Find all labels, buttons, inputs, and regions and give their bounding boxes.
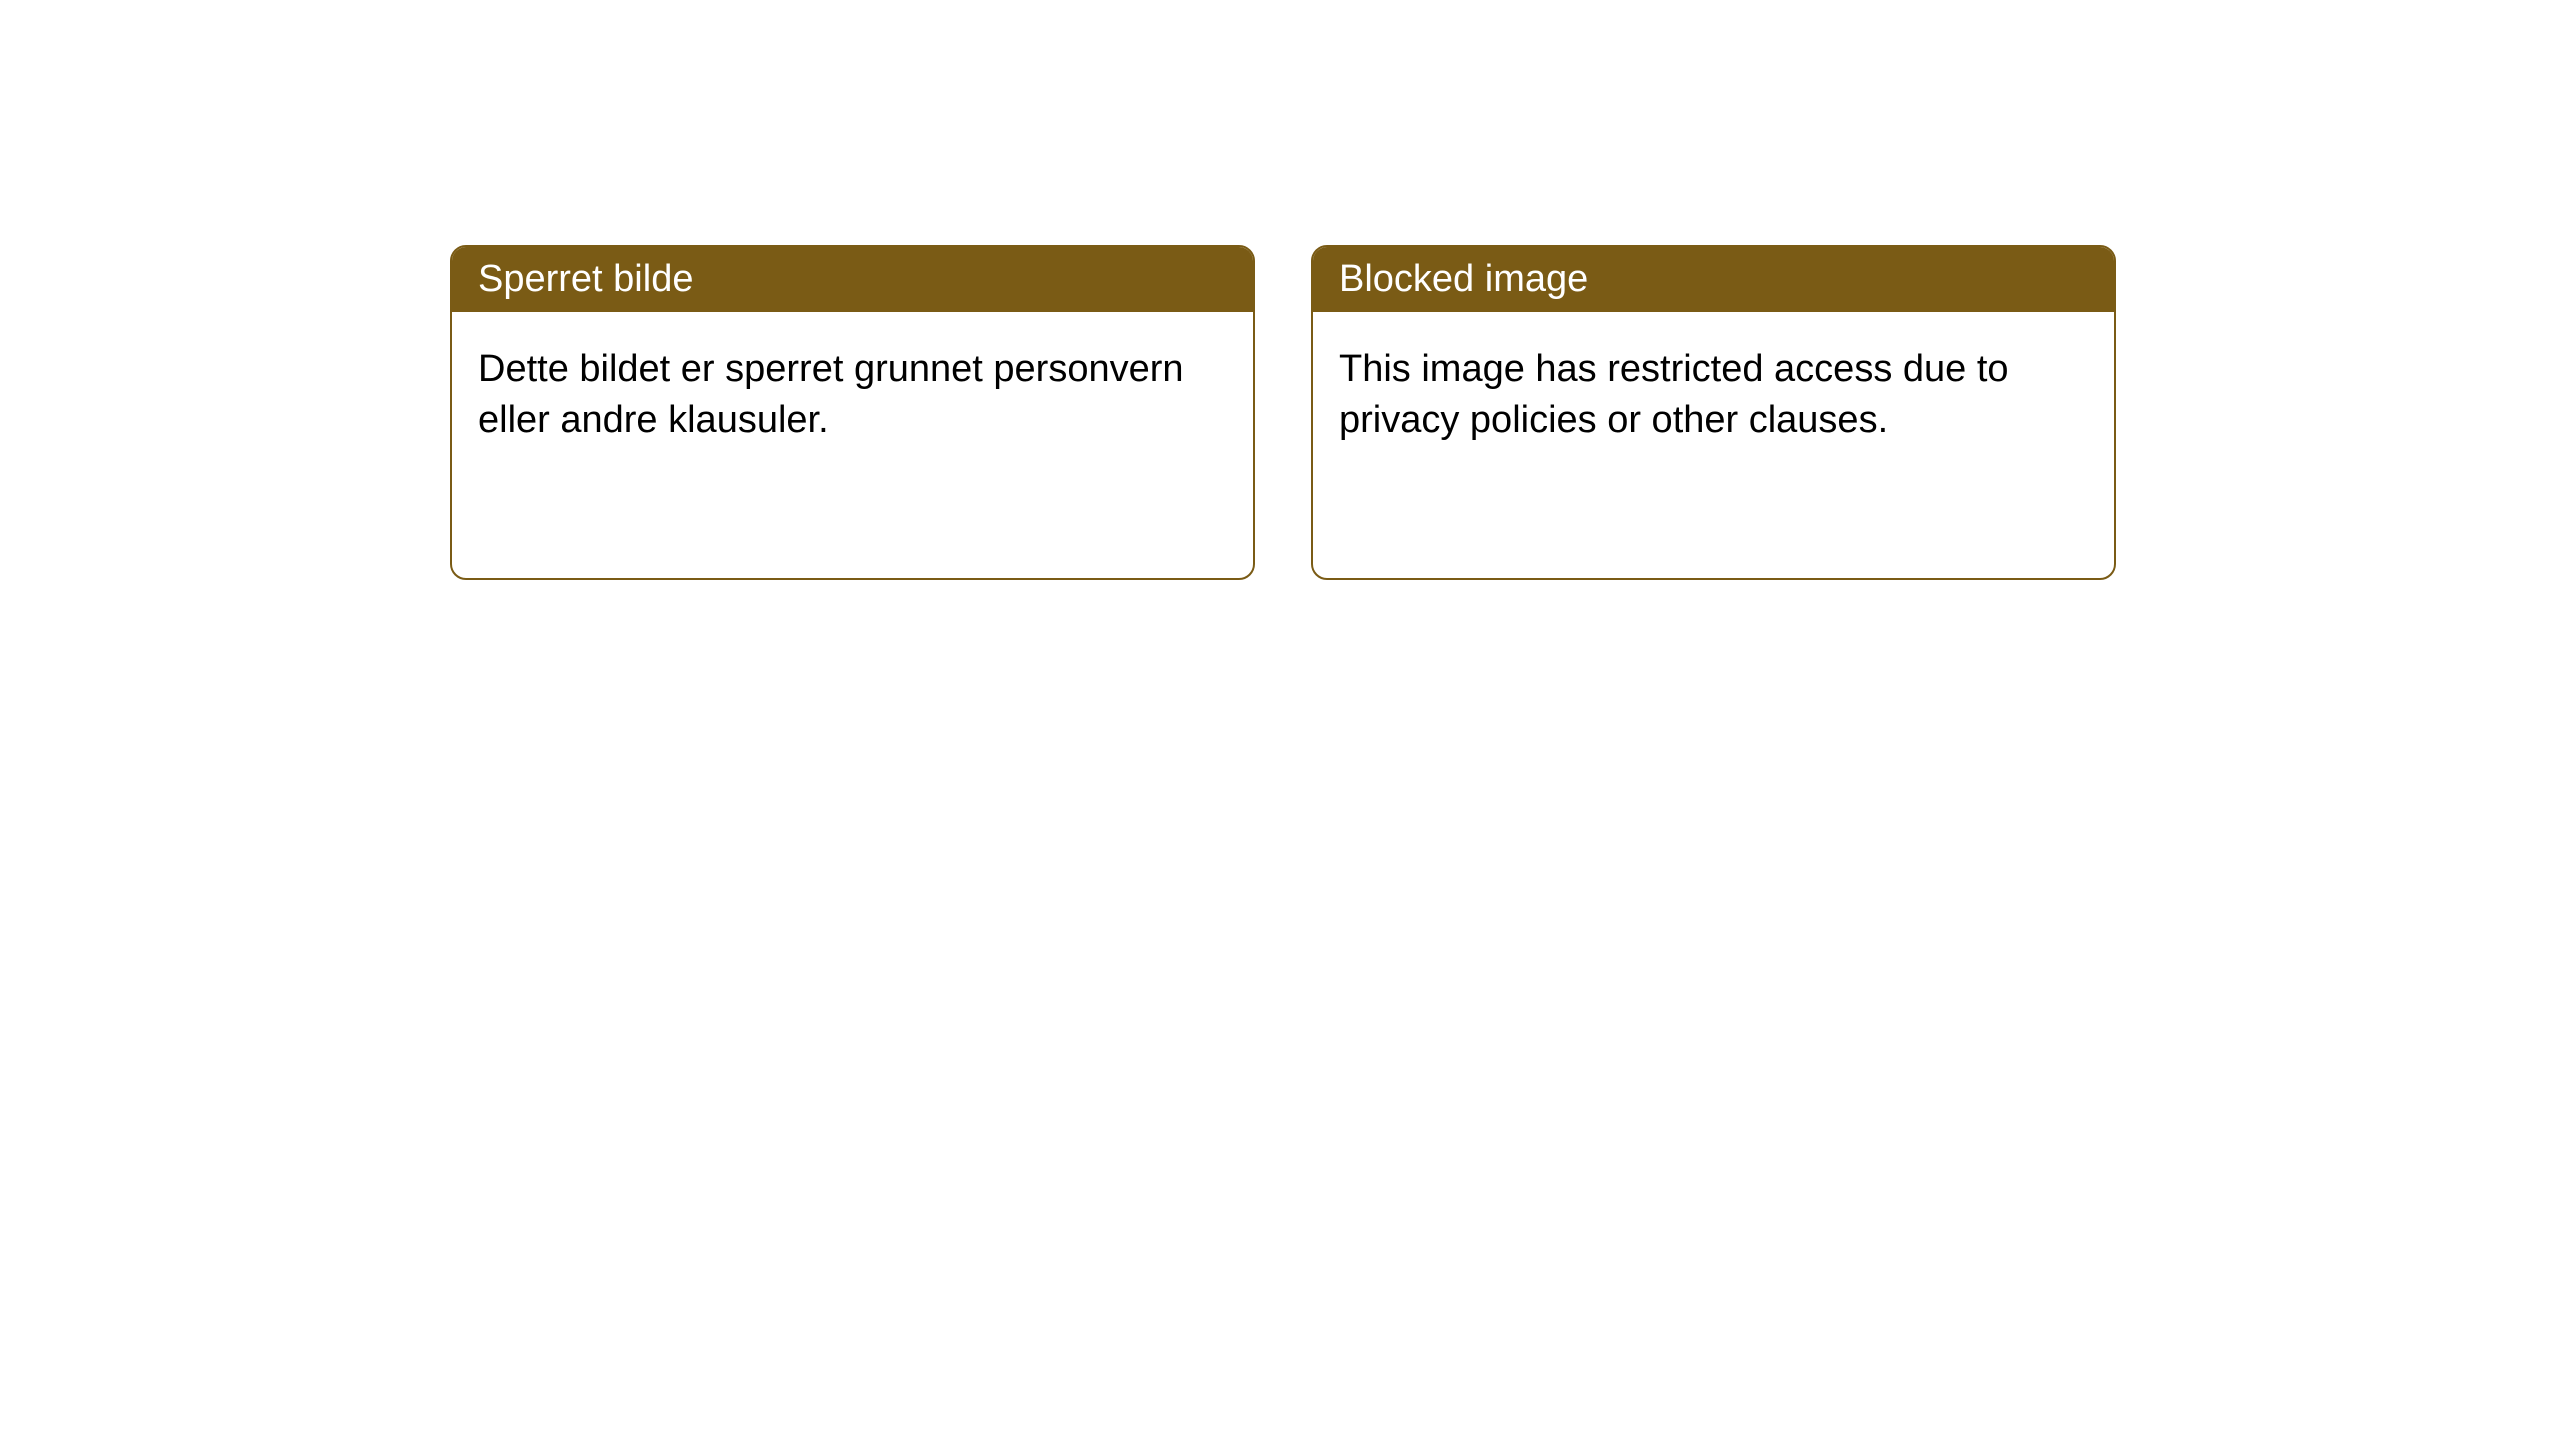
card-header-norwegian: Sperret bilde xyxy=(452,247,1253,312)
card-header-english: Blocked image xyxy=(1313,247,2114,312)
card-body-english: This image has restricted access due to … xyxy=(1313,312,2114,479)
blocked-image-card-norwegian: Sperret bilde Dette bildet er sperret gr… xyxy=(450,245,1255,580)
card-title-norwegian: Sperret bilde xyxy=(478,258,693,300)
notice-container: Sperret bilde Dette bildet er sperret gr… xyxy=(0,0,2560,580)
card-text-english: This image has restricted access due to … xyxy=(1339,348,2009,441)
card-body-norwegian: Dette bildet er sperret grunnet personve… xyxy=(452,312,1253,479)
card-text-norwegian: Dette bildet er sperret grunnet personve… xyxy=(478,348,1184,441)
card-title-english: Blocked image xyxy=(1339,258,1588,300)
blocked-image-card-english: Blocked image This image has restricted … xyxy=(1311,245,2116,580)
